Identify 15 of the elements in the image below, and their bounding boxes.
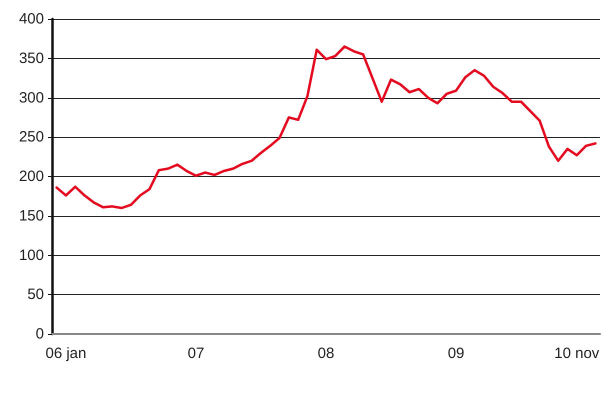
y-tick-label: 200 [18, 168, 44, 185]
y-tick-label: 0 [36, 326, 44, 342]
y-tick-label: 150 [18, 207, 44, 224]
x-tick-label: 10 nov [554, 345, 600, 362]
y-tick-label: 100 [18, 246, 44, 264]
line-series [55, 45, 597, 210]
y-tick-label: 300 [18, 89, 44, 106]
x-tick-label: 09 [448, 345, 464, 362]
x-tick-label: 06 jan [45, 345, 86, 362]
x-tick-label: 08 [318, 345, 334, 362]
x-tick-label: 07 [188, 345, 204, 362]
y-tick-label: 250 [18, 128, 44, 146]
y-tick-label: 50 [27, 286, 44, 304]
y-tick-label: 400 [18, 10, 44, 28]
y-tick-label: 350 [18, 50, 44, 67]
